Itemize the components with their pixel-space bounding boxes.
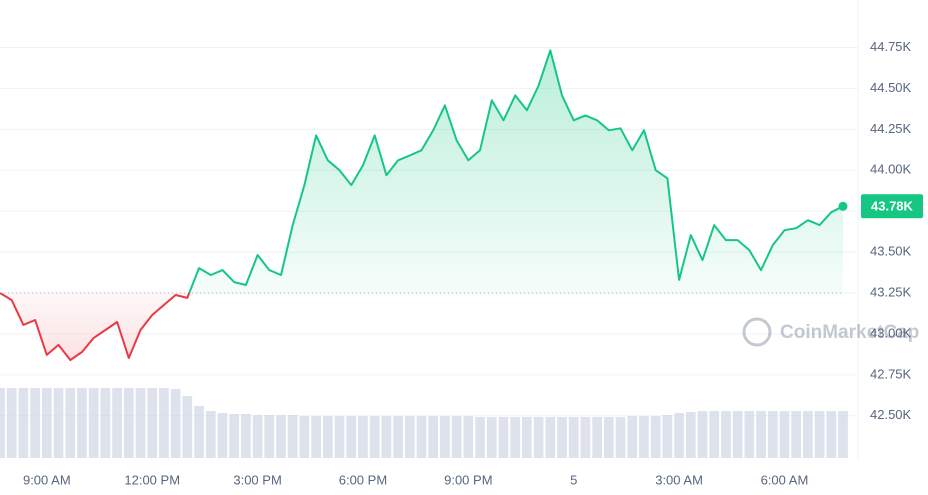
volume-bar	[65, 388, 76, 458]
volume-bar	[615, 417, 626, 458]
volume-bar	[533, 417, 544, 458]
volume-bar	[123, 388, 134, 458]
volume-bar	[194, 406, 204, 458]
watermark: CoinMarketCap	[742, 317, 919, 347]
volume-bar	[814, 411, 825, 458]
price-tag	[861, 194, 923, 219]
volume-bar	[486, 417, 497, 458]
volume-bar	[416, 416, 427, 458]
volume-bar	[522, 417, 532, 458]
volume-bar	[170, 389, 181, 458]
volume-bar	[650, 416, 661, 458]
y-tick-label: 42.50K	[870, 407, 912, 422]
volume-bar	[685, 412, 696, 458]
volume-bar	[767, 411, 778, 458]
x-tick-label: 3:00 AM	[655, 472, 703, 487]
volume-bar	[6, 388, 17, 458]
volume-bar	[41, 388, 52, 458]
price-line	[0, 49, 844, 361]
y-tick-label: 42.75K	[870, 366, 912, 381]
volume-bar	[53, 388, 64, 458]
volume-bar	[721, 411, 731, 458]
volume-bar	[30, 388, 40, 458]
volume-bar	[475, 417, 485, 458]
volume-bar	[322, 416, 333, 458]
volume-bar	[709, 411, 720, 458]
volume-bar	[732, 411, 743, 458]
volume-bar	[428, 416, 439, 458]
volume-bar	[112, 388, 122, 458]
volume-bar	[545, 417, 556, 458]
volume-bar	[404, 416, 415, 458]
last-point	[838, 201, 848, 211]
volume-bar	[217, 413, 228, 458]
x-tick-label: 6:00 AM	[761, 472, 809, 487]
volume-bar	[18, 388, 29, 458]
x-tick-label: 12:00 PM	[124, 472, 180, 487]
volume-bar	[241, 414, 251, 458]
volume-bar	[334, 416, 345, 458]
volume-bar	[159, 388, 169, 458]
y-tick-label: 44.00K	[870, 162, 912, 177]
volume-bar	[451, 416, 462, 458]
watermark-text: CoinMarketCap	[780, 322, 919, 343]
volume-bar	[147, 388, 158, 458]
volume-bar	[252, 415, 263, 458]
y-tick-label: 43.50K	[870, 244, 912, 259]
y-tick-label: 44.75K	[870, 39, 912, 54]
volume-bar	[182, 396, 193, 458]
volume-bar	[568, 417, 579, 458]
volume-bar	[791, 411, 802, 458]
volume-bar	[287, 415, 298, 458]
volume-bar	[580, 417, 591, 458]
volume-bar	[557, 417, 567, 458]
volume-bar	[205, 411, 216, 458]
volume-bar	[592, 417, 602, 458]
volume-bar	[369, 416, 380, 458]
volume-bar	[627, 416, 638, 458]
volume-bar	[229, 414, 240, 458]
volume-bar	[358, 416, 368, 458]
volume-bar	[803, 411, 813, 458]
y-tick-label: 43.00K	[870, 325, 912, 340]
x-tick-label: 5	[570, 472, 577, 487]
volume-bar	[276, 415, 286, 458]
volume-bar	[744, 411, 755, 458]
y-tick-label: 44.50K	[870, 80, 912, 95]
volume-bar	[77, 388, 87, 458]
volume-bar	[264, 415, 275, 458]
volume-bar	[0, 388, 5, 458]
volume-bar	[135, 388, 146, 458]
x-tick-label: 6:00 PM	[339, 472, 387, 487]
y-tick-label: 44.25K	[870, 121, 912, 136]
x-tick-label: 3:00 PM	[233, 472, 281, 487]
volume-bar	[299, 416, 310, 458]
volume-bar	[603, 417, 614, 458]
volume-bar	[697, 411, 708, 458]
volume-bar	[826, 411, 837, 458]
volume-bar	[674, 413, 684, 458]
x-tick-label: 9:00 AM	[23, 472, 71, 487]
volume-bar	[662, 415, 673, 458]
volume-bar	[100, 388, 111, 458]
volume-bar	[639, 416, 649, 458]
volume-bar	[779, 411, 790, 458]
x-tick-label: 9:00 PM	[444, 472, 492, 487]
volume-bar	[498, 417, 509, 458]
price-tag-label: 43.78K	[871, 199, 914, 214]
volume-bar	[311, 416, 321, 458]
volume-bar	[381, 416, 392, 458]
volume-bar	[346, 416, 357, 458]
price-area	[0, 50, 843, 361]
y-tick-label: 43.25K	[870, 284, 912, 299]
volume-bar	[440, 416, 450, 458]
volume-bar	[838, 411, 848, 458]
volume-bar	[756, 411, 766, 458]
volume-bar	[510, 417, 521, 458]
volume-bar	[463, 416, 474, 458]
volume-bar	[393, 416, 403, 458]
volume-bar	[88, 388, 99, 458]
